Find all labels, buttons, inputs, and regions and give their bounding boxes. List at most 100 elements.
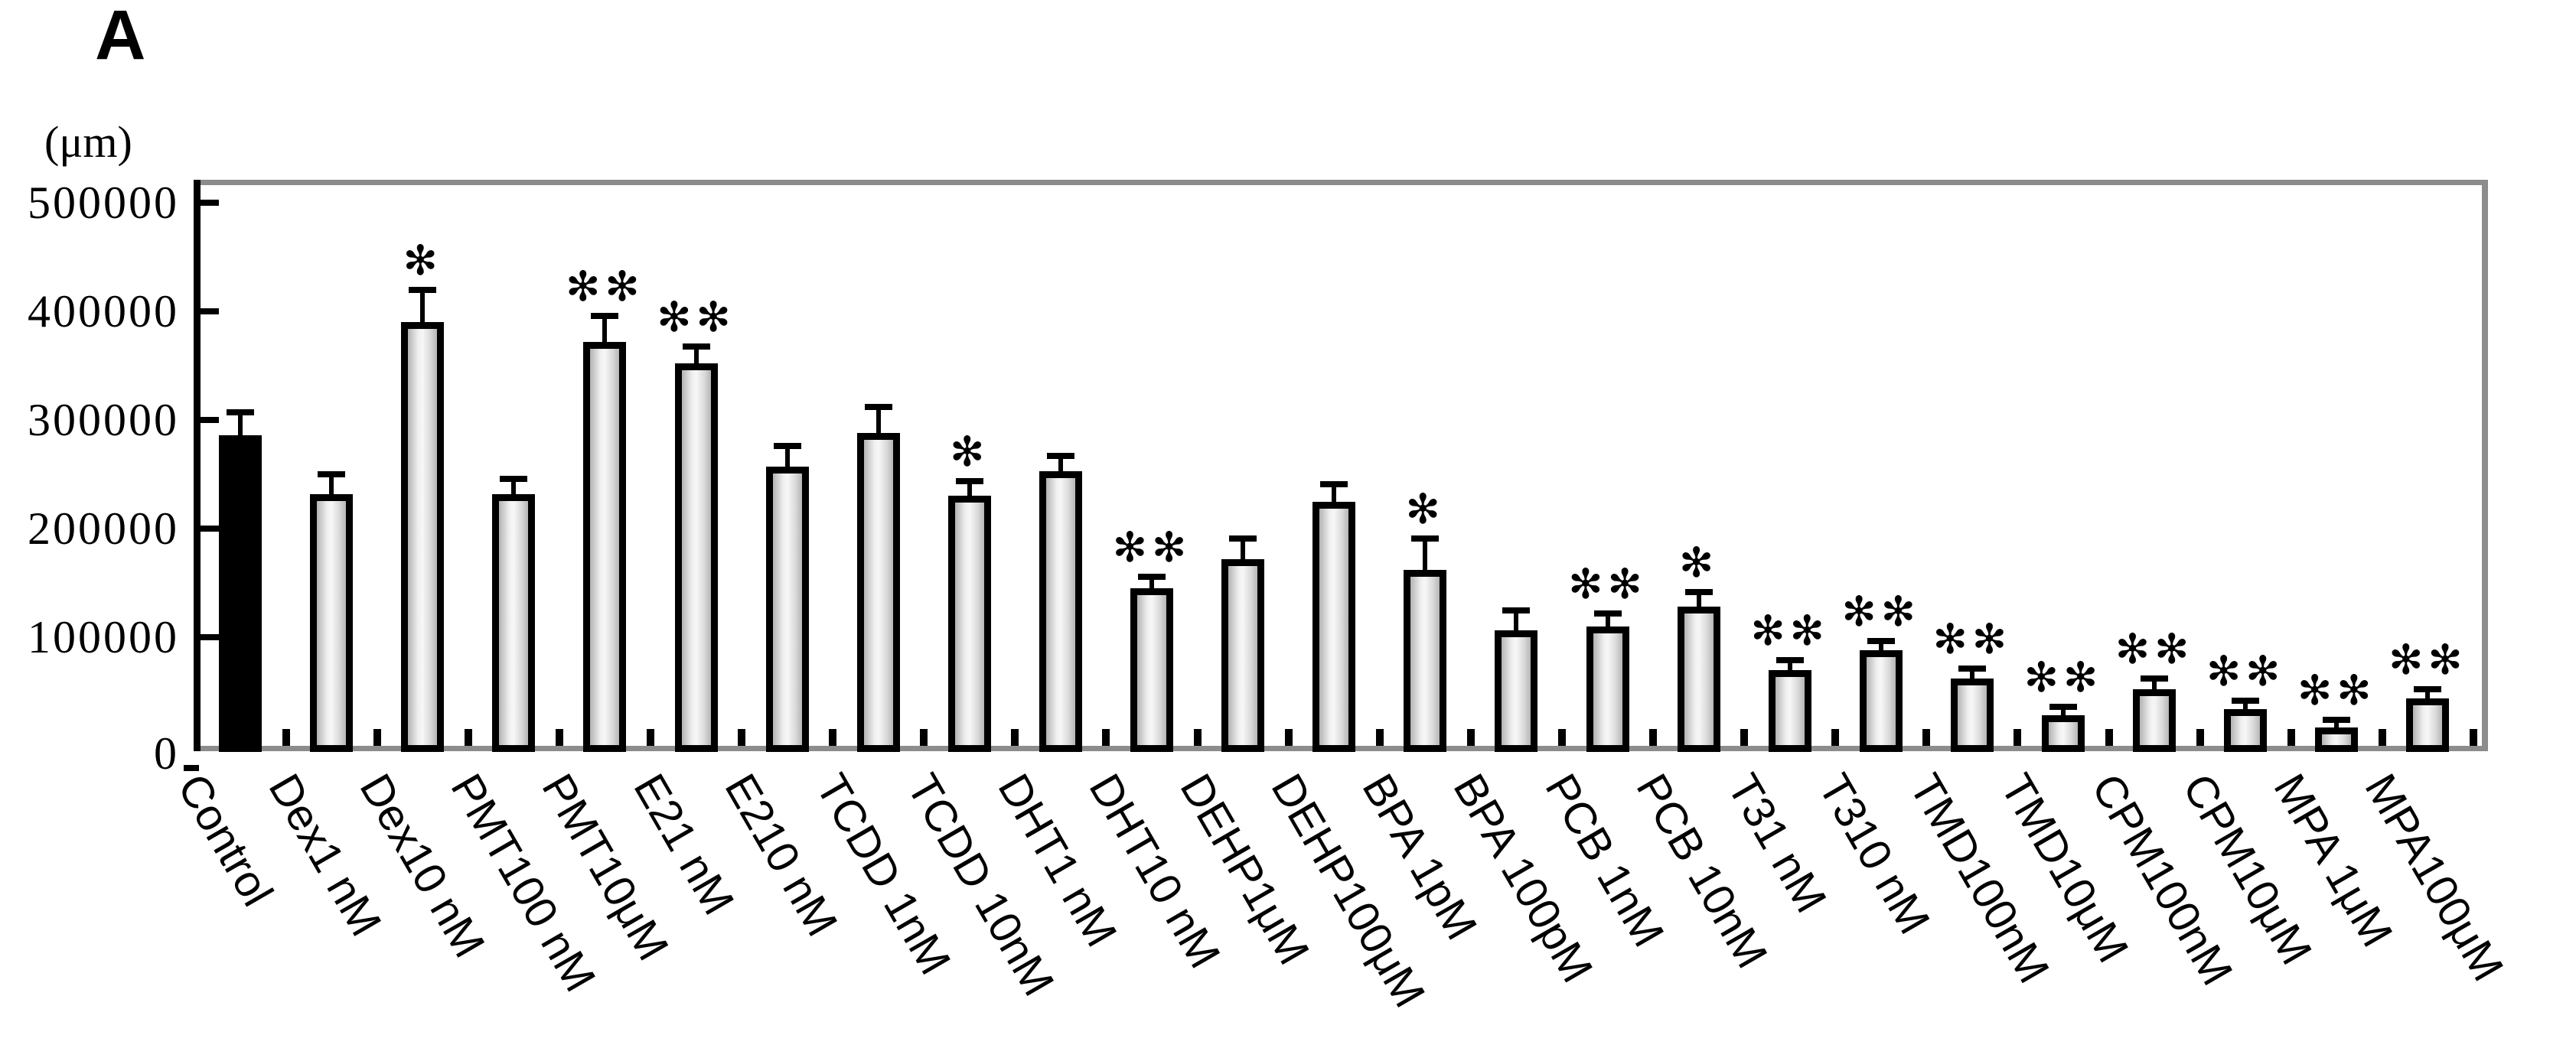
x-axis-tick — [464, 729, 472, 746]
error-bar-cap — [1684, 588, 1713, 595]
significance-marker: ✻✻ — [1750, 607, 1829, 656]
error-bar-cap — [318, 471, 346, 478]
significance-marker: ✻ — [403, 236, 442, 285]
error-bar-cap — [2414, 686, 2442, 693]
bar — [947, 496, 991, 752]
bar — [1312, 501, 1356, 752]
error-bar-cap — [1046, 453, 1074, 460]
x-axis-tick — [646, 729, 654, 746]
significance-marker: ✻✻ — [2115, 625, 2194, 674]
error-bar-whisker — [1423, 542, 1428, 579]
significance-marker: ✻✻ — [2206, 646, 2285, 695]
error-bar-whisker — [1332, 487, 1337, 511]
error-bar-whisker — [329, 477, 334, 503]
error-bar-whisker — [1058, 459, 1063, 480]
x-axis-tick — [2378, 729, 2386, 746]
significance-marker: ✻ — [950, 427, 990, 476]
x-axis-tick — [1193, 729, 1202, 746]
error-bar-cap — [409, 286, 437, 293]
error-bar-cap — [1867, 637, 1895, 644]
significance-marker: ✻✻ — [1841, 587, 1921, 636]
x-axis-tick — [829, 729, 837, 746]
error-bar-cap — [1138, 573, 1166, 580]
bar-control — [219, 434, 262, 752]
bar — [401, 322, 445, 752]
y-axis-unit-label: (μm) — [44, 117, 132, 167]
error-bar-whisker — [1696, 594, 1701, 617]
y-axis-tick — [201, 308, 219, 314]
x-axis-tick — [738, 729, 746, 746]
error-bar-cap — [2141, 675, 2169, 682]
error-bar-whisker — [693, 349, 699, 373]
x-axis-tick — [555, 729, 563, 746]
significance-marker: ✻✻ — [1112, 522, 1192, 571]
error-bar-cap — [1502, 607, 1531, 613]
y-axis-tick-label: 200000 — [28, 503, 179, 554]
bar — [1039, 470, 1082, 752]
x-axis-tick — [2196, 729, 2204, 746]
error-bar-cap — [2232, 697, 2260, 704]
bar — [674, 363, 718, 752]
x-axis-tick — [1831, 729, 1840, 746]
significance-marker: ✻✻ — [2023, 653, 2103, 702]
x-axis-tick — [1011, 729, 1019, 746]
y-axis-tick — [201, 526, 219, 532]
error-bar-cap — [227, 409, 254, 416]
bar — [310, 493, 354, 752]
bar — [1586, 626, 1629, 752]
bar — [856, 433, 900, 752]
bar — [492, 493, 536, 752]
x-axis-tick — [1102, 729, 1110, 746]
y-axis-tick-label: 400000 — [28, 286, 179, 337]
error-bar-whisker — [876, 410, 881, 443]
error-bar-cap — [1320, 481, 1348, 488]
significance-marker: ✻ — [1678, 538, 1719, 587]
error-bar-whisker — [238, 415, 243, 444]
bar — [1859, 650, 1903, 752]
bar — [2315, 727, 2359, 752]
x-axis-tick — [1557, 729, 1566, 746]
significance-marker: ✻✻ — [1932, 615, 2012, 664]
error-bar-whisker — [967, 483, 972, 506]
y-axis-tick — [201, 417, 219, 423]
error-bar-cap — [2049, 704, 2077, 711]
x-axis-tick — [1466, 729, 1475, 746]
significance-marker: ✻✻ — [1568, 560, 1647, 609]
x-axis-tick — [920, 729, 928, 746]
x-axis-tick — [2469, 729, 2477, 746]
error-bar-cap — [1593, 610, 1622, 617]
y-axis-line — [194, 180, 201, 751]
y-axis-tick-label: 100000 — [28, 612, 179, 662]
error-bar-cap — [955, 477, 983, 484]
error-bar-cap — [591, 312, 619, 319]
error-bar-whisker — [420, 292, 426, 332]
x-axis-tick — [1284, 729, 1293, 746]
bar — [1404, 569, 1447, 752]
error-bar-cap — [1958, 666, 1986, 672]
plot-frame-top — [194, 180, 2488, 185]
x-axis-tick — [1375, 729, 1384, 746]
error-bar-whisker — [1241, 542, 1246, 568]
significance-marker: ✻✻ — [657, 292, 735, 341]
x-axis-tick — [373, 729, 381, 746]
bar — [2133, 689, 2177, 752]
error-bar-whisker — [784, 449, 790, 477]
x-axis-tick — [1740, 729, 1749, 746]
bar — [1495, 630, 1538, 752]
bar — [1221, 558, 1265, 752]
error-bar-whisker — [1514, 613, 1519, 640]
x-axis-tick — [2105, 729, 2113, 746]
error-bar-cap — [2323, 717, 2351, 724]
error-bar-cap — [500, 475, 528, 482]
error-bar-cap — [773, 443, 801, 450]
error-bar-cap — [864, 404, 892, 411]
x-axis-tick — [1649, 729, 1658, 746]
bar — [1950, 678, 1994, 752]
significance-marker: ✻✻ — [566, 262, 644, 311]
significance-marker: ✻ — [1405, 485, 1445, 534]
bar — [1677, 607, 1720, 752]
x-axis-tick — [2287, 729, 2295, 746]
significance-marker: ✻✻ — [2297, 666, 2376, 715]
bar — [2042, 715, 2085, 752]
